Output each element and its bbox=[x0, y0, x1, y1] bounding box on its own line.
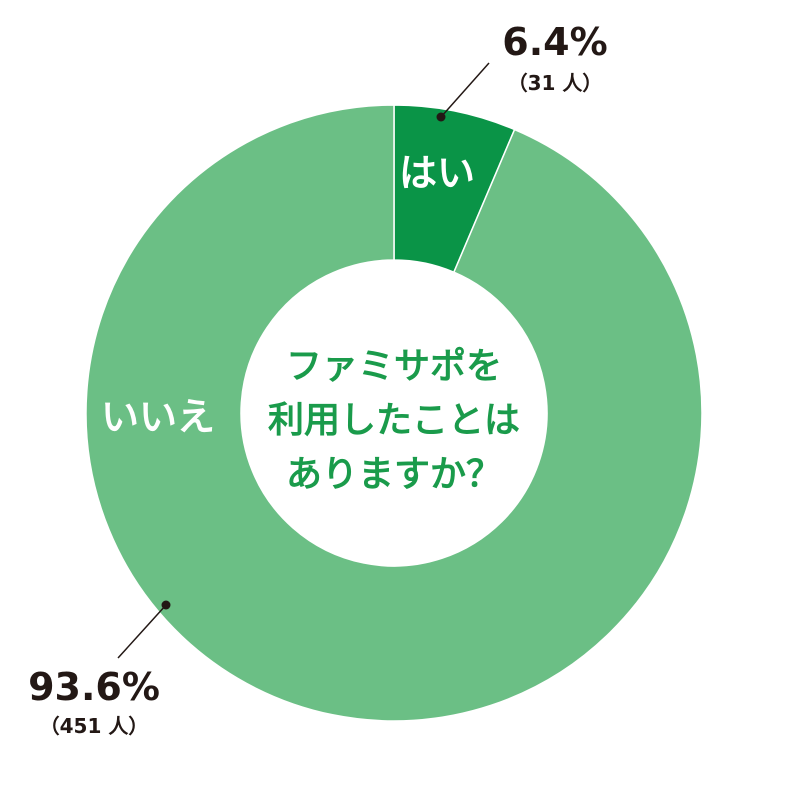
leader-dot-yes bbox=[436, 112, 446, 122]
leader-line-yes bbox=[440, 62, 490, 118]
center-title-line-3: ありますか？ bbox=[286, 454, 502, 495]
center-title-line-1: ファミサポを bbox=[286, 345, 502, 387]
callout-no: 93.6% （451 人） bbox=[28, 600, 171, 738]
leader-dot-no bbox=[161, 600, 171, 610]
value-label-no: 93.6% bbox=[28, 665, 160, 709]
count-label-no: （451 人） bbox=[40, 714, 149, 738]
slice-label-yes: はい bbox=[399, 151, 475, 195]
chart-center-title: ファミサポを 利用したことは ありますか？ bbox=[268, 345, 520, 495]
center-title-line-2: 利用したことは bbox=[268, 400, 520, 441]
donut-slices bbox=[85, 104, 703, 722]
value-label-yes: 6.4% bbox=[502, 20, 607, 64]
leader-line-no bbox=[117, 604, 167, 659]
callout-yes: 6.4% （31 人） bbox=[436, 20, 608, 122]
slice-label-no: いいえ bbox=[101, 395, 215, 439]
count-label-yes: （31 人） bbox=[508, 71, 603, 95]
slice-no bbox=[85, 104, 703, 722]
